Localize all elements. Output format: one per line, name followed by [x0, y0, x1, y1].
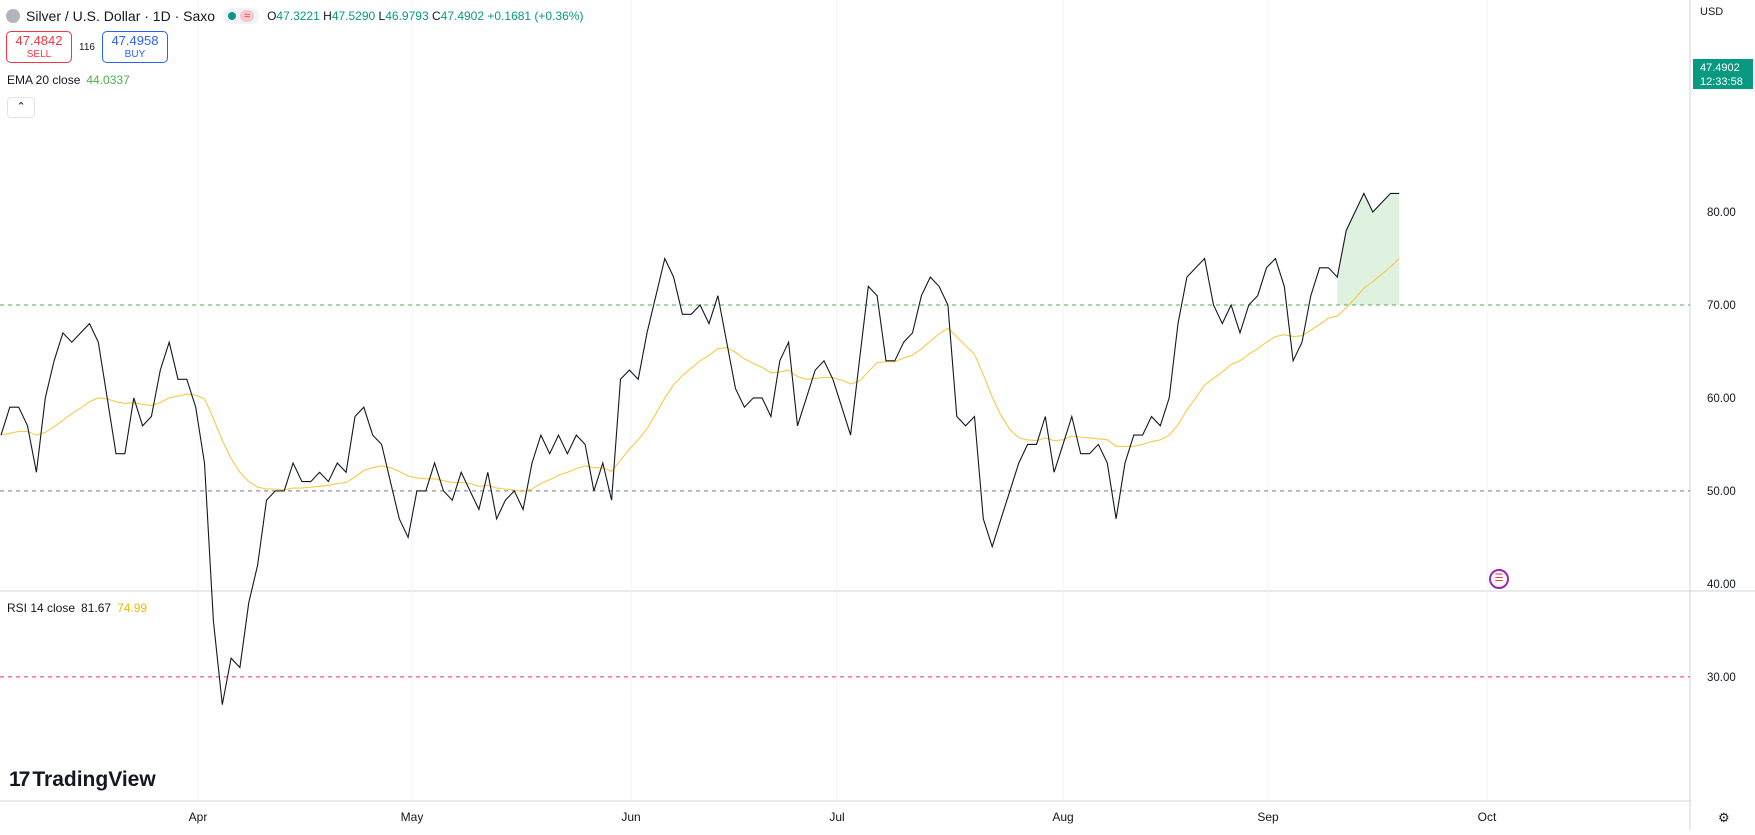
open-value: 47.3221	[276, 9, 320, 23]
buy-price: 47.4958	[111, 33, 159, 48]
data-delay-icon: ≈	[240, 10, 255, 22]
sell-price: 47.4842	[15, 33, 63, 48]
x-tick-label: Oct	[1478, 810, 1497, 824]
symbol-header: Silver / U.S. Dollar · 1D · Saxo ≈ O47.3…	[6, 6, 583, 26]
x-tick-label: Aug	[1052, 810, 1073, 824]
rsi-label: RSI 14 close	[7, 601, 76, 615]
x-tick-label: Jun	[621, 810, 640, 824]
rsi-ma-value: 74.99	[117, 601, 148, 615]
high-label: H	[323, 9, 332, 23]
low-label: L	[378, 9, 386, 23]
x-tick-label: Jul	[829, 810, 844, 824]
sell-button[interactable]: 47.4842 SELL	[6, 31, 72, 63]
tradingview-logo-icon: 17	[9, 768, 30, 791]
sell-label: SELL	[26, 49, 52, 60]
market-status-pill[interactable]: ≈	[223, 8, 260, 24]
rsi-tick-label: 60.00	[1707, 393, 1736, 405]
buy-button[interactable]: 47.4958 BUY	[101, 31, 168, 63]
rsi-legend[interactable]: RSI 14 close 81.67 74.99	[7, 601, 147, 615]
rsi-tick-label: 30.00	[1707, 672, 1736, 684]
last-price: 47.4902	[1700, 62, 1740, 74]
rsi-tick-label: 50.00	[1707, 486, 1736, 498]
close-label: C	[431, 9, 441, 23]
rsi-line	[0, 192, 1400, 705]
gear-icon[interactable]: ⚙	[1718, 810, 1730, 825]
us-event-flag-icon[interactable]: ☰	[1489, 569, 1509, 589]
rsi-value: 81.67	[81, 601, 112, 615]
trade-panel: 47.4842 SELL 116 47.4958 BUY	[6, 31, 168, 63]
rsi-overbought-fill	[1337, 193, 1400, 305]
spread-value: 116	[79, 41, 95, 53]
symbol-title[interactable]: Silver / U.S. Dollar · 1D · Saxo	[26, 8, 216, 24]
x-tick-label: May	[401, 810, 424, 824]
silver-coin-icon	[6, 9, 20, 23]
chevron-up-icon: ⌃	[16, 101, 26, 113]
ema-label: EMA 20 close	[7, 73, 81, 87]
low-value: 46.9793	[385, 9, 429, 23]
rsi-tick-label: 40.00	[1707, 579, 1736, 591]
market-open-dot-icon	[228, 12, 237, 20]
change-value: +0.1681 (+0.36%)	[487, 9, 584, 23]
rsi-tick-label: 70.00	[1707, 300, 1736, 312]
rsi-ma-line	[0, 258, 1400, 493]
x-tick-label: Apr	[189, 810, 208, 824]
ohlc-values: O47.3221 H47.5290 L46.9793 C47.4902 +0.1…	[267, 9, 583, 23]
tradingview-logo[interactable]: 17 TradingView	[9, 768, 156, 792]
ema-value: 44.0337	[86, 73, 130, 87]
collapse-legend-button[interactable]: ⌃	[7, 97, 35, 118]
ema-legend[interactable]: EMA 20 close 44.0337	[7, 73, 130, 87]
last-price-tag: 47.4902 12:33:58	[1693, 59, 1753, 89]
high-value: 47.5290	[331, 9, 376, 23]
logo-text: TradingView	[32, 768, 156, 791]
bar-countdown: 12:33:58	[1700, 76, 1743, 88]
open-label: O	[267, 9, 277, 23]
x-tick-label: Sep	[1257, 810, 1279, 824]
rsi-tick-label: 80.00	[1707, 207, 1736, 219]
currency-selector[interactable]: USD	[1700, 6, 1724, 18]
buy-label: BUY	[124, 49, 146, 60]
close-value: 47.4902	[440, 9, 485, 23]
